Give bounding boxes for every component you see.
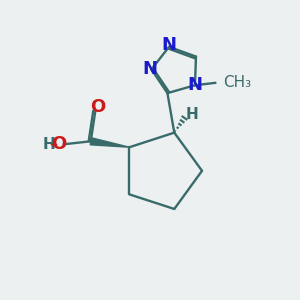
Text: N: N — [143, 60, 158, 78]
Text: H: H — [186, 107, 199, 122]
Text: N: N — [162, 36, 177, 54]
Text: CH₃: CH₃ — [224, 75, 252, 90]
Text: H: H — [42, 137, 55, 152]
Text: N: N — [188, 76, 202, 94]
Text: O: O — [51, 135, 66, 153]
Polygon shape — [90, 138, 129, 147]
Text: O: O — [90, 98, 105, 116]
